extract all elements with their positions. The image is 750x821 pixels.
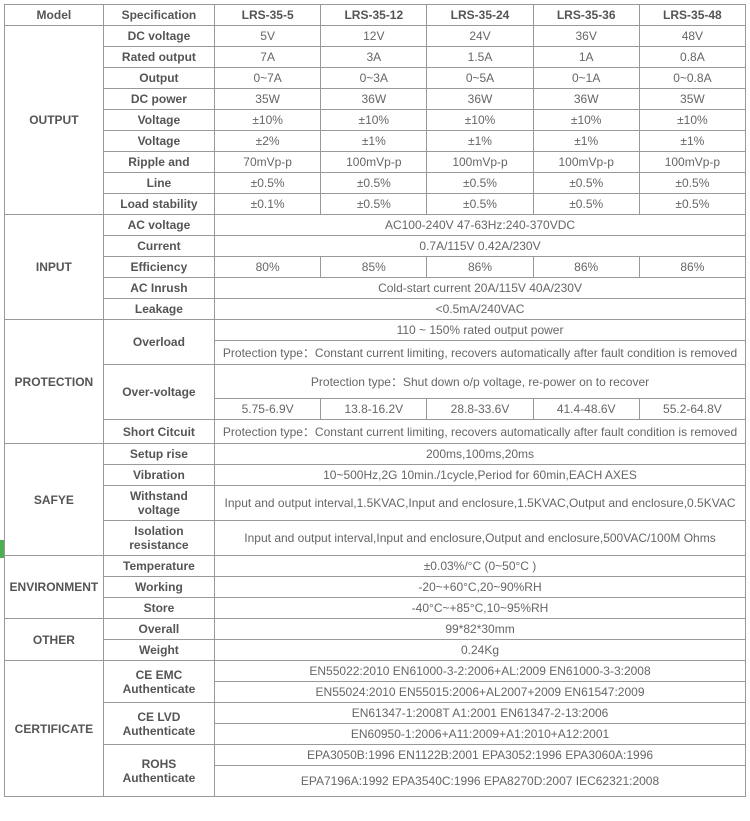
output-spec-0: DC voltage [103,26,214,47]
output-label: OUTPUT [5,26,104,215]
output-val: 5V [215,26,321,47]
prot-overload-1: PROTECTION Overload 110 ~ 150% rated out… [5,320,746,341]
output-row-7: Line ±0.5%±0.5%±0.5%±0.5%±0.5% [5,173,746,194]
output-row-3: DC power 35W36W36W36W35W [5,89,746,110]
output-val: 36V [533,26,639,47]
cert-emc-1: CERTIFICATE CE EMC Authenticate EN55022:… [5,661,746,682]
header-col-4: LRS-35-48 [639,5,745,26]
other-weight: Weight 0.24Kg [5,640,746,661]
output-row-4: Voltage ±10%±10%±10%±10%±10% [5,110,746,131]
other-label: OTHER [5,619,104,661]
env-working: Working -20~+60°C,20~90%RH [5,577,746,598]
input-ac: INPUT AC voltage AC100-240V 47-63Hz:240-… [5,215,746,236]
header-col-3: LRS-35-36 [533,5,639,26]
input-label: INPUT [5,215,104,320]
spec-table: Model Specification LRS-35-5 LRS-35-12 L… [4,4,746,797]
output-row-2: Output 0~7A0~3A0~5A0~1A0~0.8A [5,68,746,89]
safye-withstand: Withstand voltage Input and output inter… [5,486,746,521]
cert-label: CERTIFICATE [5,661,104,797]
header-spec: Specification [103,5,214,26]
prot-short: Short Citcuit Protection type：Constant c… [5,420,746,444]
safye-vib: Vibration 10~500Hz,2G 10min./1cycle,Peri… [5,465,746,486]
output-row-0: OUTPUT DC voltage 5V 12V 24V 36V 48V [5,26,746,47]
output-val: 24V [427,26,533,47]
output-row-8: Load stability ±0.1%±0.5%±0.5%±0.5%±0.5% [5,194,746,215]
input-current: Current 0.7A/115V 0.42A/230V [5,236,746,257]
safye-isolation: Isolation resistance Input and output in… [5,521,746,556]
input-inrush: AC Inrush Cold-start current 20A/115V 40… [5,278,746,299]
output-row-5: Voltage ±2%±1%±1%±1%±1% [5,131,746,152]
output-val: 48V [639,26,745,47]
safye-label: SAFYE [5,444,104,556]
output-row-6: Ripple and 70mVp-p100mVp-p100mVp-p100mVp… [5,152,746,173]
header-model: Model [5,5,104,26]
header-row: Model Specification LRS-35-5 LRS-35-12 L… [5,5,746,26]
header-col-1: LRS-35-12 [321,5,427,26]
prot-ov-1: Over-voltage Protection type：Shut down o… [5,365,746,399]
other-overall: OTHER Overall 99*82*30mm [5,619,746,640]
env-store: Store -40°C~+85°C,10~95%RH [5,598,746,619]
input-eff: Efficiency 80%85%86%86%86% [5,257,746,278]
env-temp: ENVIRONMENT Temperature ±0.03%/°C (0~50°… [5,556,746,577]
protection-label: PROTECTION [5,320,104,444]
cert-lvd-1: CE LVD Authenticate EN61347-1:2008T A1:2… [5,703,746,724]
header-col-0: LRS-35-5 [215,5,321,26]
output-val: 12V [321,26,427,47]
output-row-1: Rated output 7A3A1.5A1A0.8A [5,47,746,68]
cert-rohs-1: ROHS Authenticate EPA3050B:1996 EN1122B:… [5,745,746,766]
env-label: ENVIRONMENT [5,556,104,619]
safye-setup: SAFYE Setup rise 200ms,100ms,20ms [5,444,746,465]
header-col-2: LRS-35-24 [427,5,533,26]
input-leakage: Leakage <0.5mA/240VAC [5,299,746,320]
